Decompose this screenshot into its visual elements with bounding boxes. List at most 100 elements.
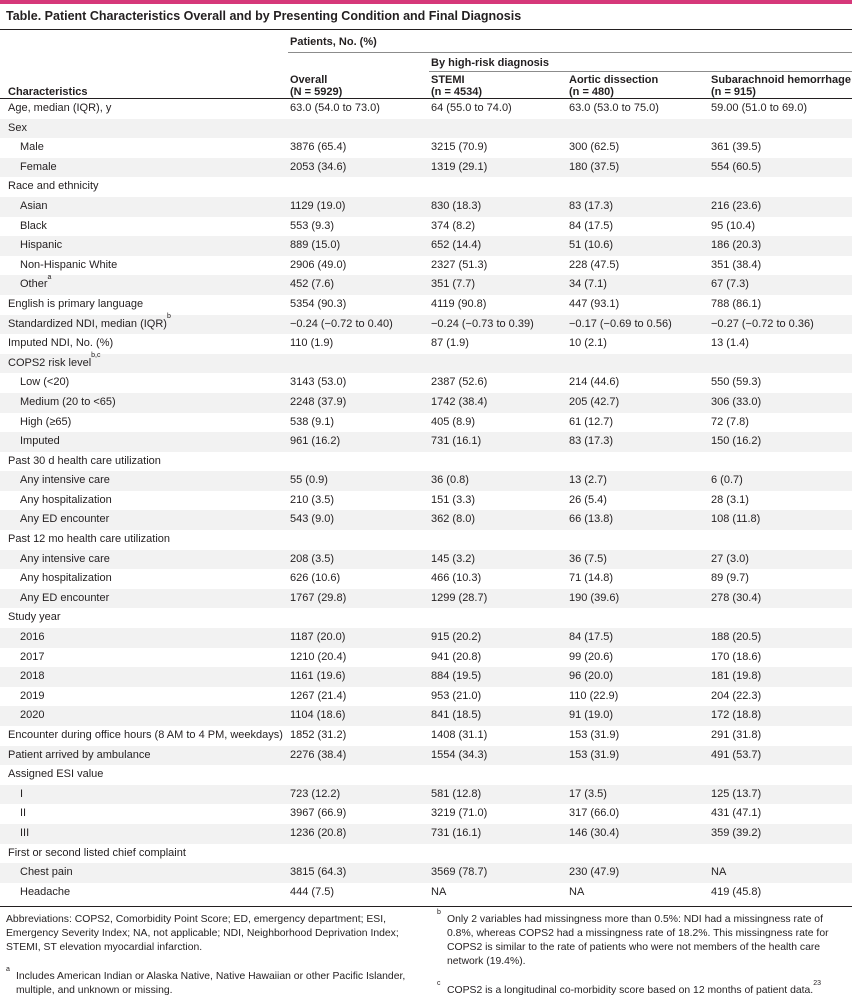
cell-stemi: 652 (14.4): [431, 239, 482, 252]
cell-overall: 3876 (65.4): [290, 141, 347, 154]
title-rule: [0, 29, 852, 30]
cell-overall: 3815 (64.3): [290, 866, 347, 879]
row-label: Medium (20 to <65): [20, 393, 116, 413]
table-row: Medium (20 to <65) 2248 (37.9) 1742 (38.4)…: [0, 392, 852, 413]
cell-aortic-dissection: 63.0 (53.0 to 75.0): [569, 102, 659, 114]
cell-overall: 961 (16.2): [290, 435, 341, 448]
cell-overall: 1210 (20.4): [290, 650, 347, 663]
cell-stemi: 36 (0.8): [431, 474, 469, 487]
cell-subarachnoid-hemorrhage: NA: [711, 866, 727, 879]
table-row: I 723 (12.2) 581 (12.8) 17 (3.5) 125 (13.7): [0, 784, 852, 805]
cell-stemi: 830 (18.3): [431, 199, 482, 212]
row-label-text: Male: [20, 141, 44, 154]
cell-overall: 208 (3.5): [290, 552, 335, 565]
row-label: Past 12 mo health care utilization: [8, 530, 170, 550]
row-label-text: II: [20, 807, 27, 820]
table-row: Non-Hispanic White 2906 (49.0) 2327 (51.3)…: [0, 256, 852, 276]
row-label-text: Headache: [20, 885, 71, 898]
cell-stemi: 3569 (78.7): [431, 866, 488, 879]
row-label: Any hospitalization: [20, 491, 112, 511]
row-label: Asian: [20, 197, 48, 217]
cell-aortic-dissection: NA: [569, 885, 585, 898]
cell-stemi: 731 (16.1): [431, 826, 482, 839]
cell-subarachnoid-hemorrhage: 6 (0.7): [711, 474, 743, 487]
row-label: Othera: [20, 274, 51, 295]
cell-subarachnoid-hemorrhage: 172 (18.8): [711, 709, 762, 722]
table-row: Standardized NDI, median (IQR)b −0.24 (−0…: [0, 313, 852, 335]
footnote-c: c COPS2 is a longitudinal co-morbidity s…: [437, 979, 821, 996]
row-label-text: Non-Hispanic White: [20, 258, 118, 271]
row-label-text: Imputed NDI, No. (%): [8, 337, 114, 350]
cell-aortic-dissection: 228 (47.5): [569, 258, 620, 271]
cell-stemi: 151 (3.3): [431, 493, 476, 506]
cell-stemi: NA: [431, 885, 447, 898]
cell-subarachnoid-hemorrhage: 170 (18.6): [711, 650, 762, 663]
cell-subarachnoid-hemorrhage: 550 (59.3): [711, 376, 762, 389]
cell-aortic-dissection: 146 (30.4): [569, 826, 620, 839]
row-label-text: Any hospitalization: [20, 572, 112, 585]
cell-aortic-dissection: 17 (3.5): [569, 787, 607, 800]
cell-overall: 2276 (38.4): [290, 748, 347, 761]
row-label-text: 2019: [20, 689, 45, 702]
cell-stemi: 1408 (31.1): [431, 729, 488, 741]
row-label: I: [20, 785, 23, 805]
table-row: Any intensive care 208 (3.5) 145 (3.2) 36 (…: [0, 549, 852, 570]
row-label: Headache: [20, 883, 70, 903]
cell-overall: −0.24 (−0.72 to 0.40): [290, 317, 393, 330]
cell-subarachnoid-hemorrhage: 204 (22.3): [711, 689, 762, 702]
col-n: (n = 4534): [431, 86, 483, 98]
characteristics-header: Characteristics: [8, 86, 88, 98]
cell-stemi: 841 (18.5): [431, 709, 482, 722]
table-row: Black 553 (9.3) 374 (8.2) 84 (17.5) 95 (10.4…: [0, 217, 852, 237]
cell-aortic-dissection: 300 (62.5): [569, 141, 620, 154]
cell-subarachnoid-hemorrhage: 491 (53.7): [711, 748, 762, 761]
cell-subarachnoid-hemorrhage: 554 (60.5): [711, 160, 762, 173]
abbreviations-text: Abbreviations: COPS2, Comorbidity Point …: [6, 914, 399, 953]
cell-aortic-dissection: 317 (66.0): [569, 807, 620, 820]
row-label-text: Any intensive care: [20, 474, 110, 487]
cell-subarachnoid-hemorrhage: 27 (3.0): [711, 552, 749, 565]
row-label-text: Sex: [8, 121, 27, 134]
footnote-c-reference: 23: [813, 979, 821, 987]
table-row: 2020 1104 (18.6) 841 (18.5) 91 (19.0) 172 (1…: [0, 706, 852, 726]
cell-overall: 63.0 (54.0 to 73.0): [290, 102, 380, 114]
footnote-abbreviations: Abbreviations: COPS2, Comorbidity Point …: [6, 913, 406, 955]
cell-aortic-dissection: 66 (13.8): [569, 513, 614, 526]
cell-aortic-dissection: 13 (2.7): [569, 474, 607, 487]
table-bottom-rule: [0, 906, 852, 907]
cell-stemi: 374 (8.2): [431, 219, 476, 232]
cell-overall: 538 (9.1): [290, 415, 335, 428]
col-n: (n = 480): [569, 86, 614, 98]
table-row: II 3967 (66.9) 3219 (71.0) 317 (66.0) 431 (4…: [0, 804, 852, 824]
table-row: Male 3876 (65.4) 3215 (70.9) 300 (62.5) 361 …: [0, 138, 852, 158]
cell-stemi: 915 (20.2): [431, 631, 482, 644]
cell-overall: 2053 (34.6): [290, 160, 347, 173]
cell-aortic-dissection: 447 (93.1): [569, 297, 620, 310]
row-label-text: Race and ethnicity: [8, 180, 99, 193]
row-label-text: First or second listed chief complaint: [8, 846, 186, 859]
row-label-text: Any intensive care: [20, 552, 110, 565]
cell-subarachnoid-hemorrhage: 291 (31.8): [711, 729, 762, 741]
col-header-subarachnoid: Subarachnoid hemorrhage (n = 915): [711, 74, 851, 98]
cell-subarachnoid-hemorrhage: 59.00 (51.0 to 69.0): [711, 102, 808, 114]
row-label-text: 2020: [20, 709, 45, 722]
table-body: Age, median (IQR), y 63.0 (54.0 to 73.0) 6…: [0, 99, 852, 902]
cell-overall: 1129 (19.0): [290, 199, 346, 212]
cell-aortic-dissection: 214 (44.6): [569, 376, 620, 389]
cell-aortic-dissection: 205 (42.7): [569, 395, 620, 408]
cell-overall: 110 (1.9): [290, 337, 334, 350]
footnote-marker: b,c: [91, 352, 101, 360]
table-row: 2018 1161 (19.6) 884 (19.5) 96 (20.0) 181 (1…: [0, 667, 852, 687]
cell-overall: 1236 (20.8): [290, 826, 347, 839]
row-label: 2018: [20, 667, 44, 687]
row-label: 2020: [20, 706, 44, 726]
col-n: (N = 5929): [290, 86, 343, 98]
row-label: 2017: [20, 648, 44, 668]
table-row: Assigned ESI value: [0, 765, 852, 785]
cell-stemi: 1554 (34.3): [431, 748, 488, 761]
cell-stemi: 731 (16.1): [431, 435, 482, 448]
cell-overall: 1267 (21.4): [290, 689, 347, 702]
patients-header-rule: [288, 52, 852, 53]
cell-subarachnoid-hemorrhage: 89 (9.7): [711, 572, 749, 585]
cell-subarachnoid-hemorrhage: 788 (86.1): [711, 297, 762, 310]
